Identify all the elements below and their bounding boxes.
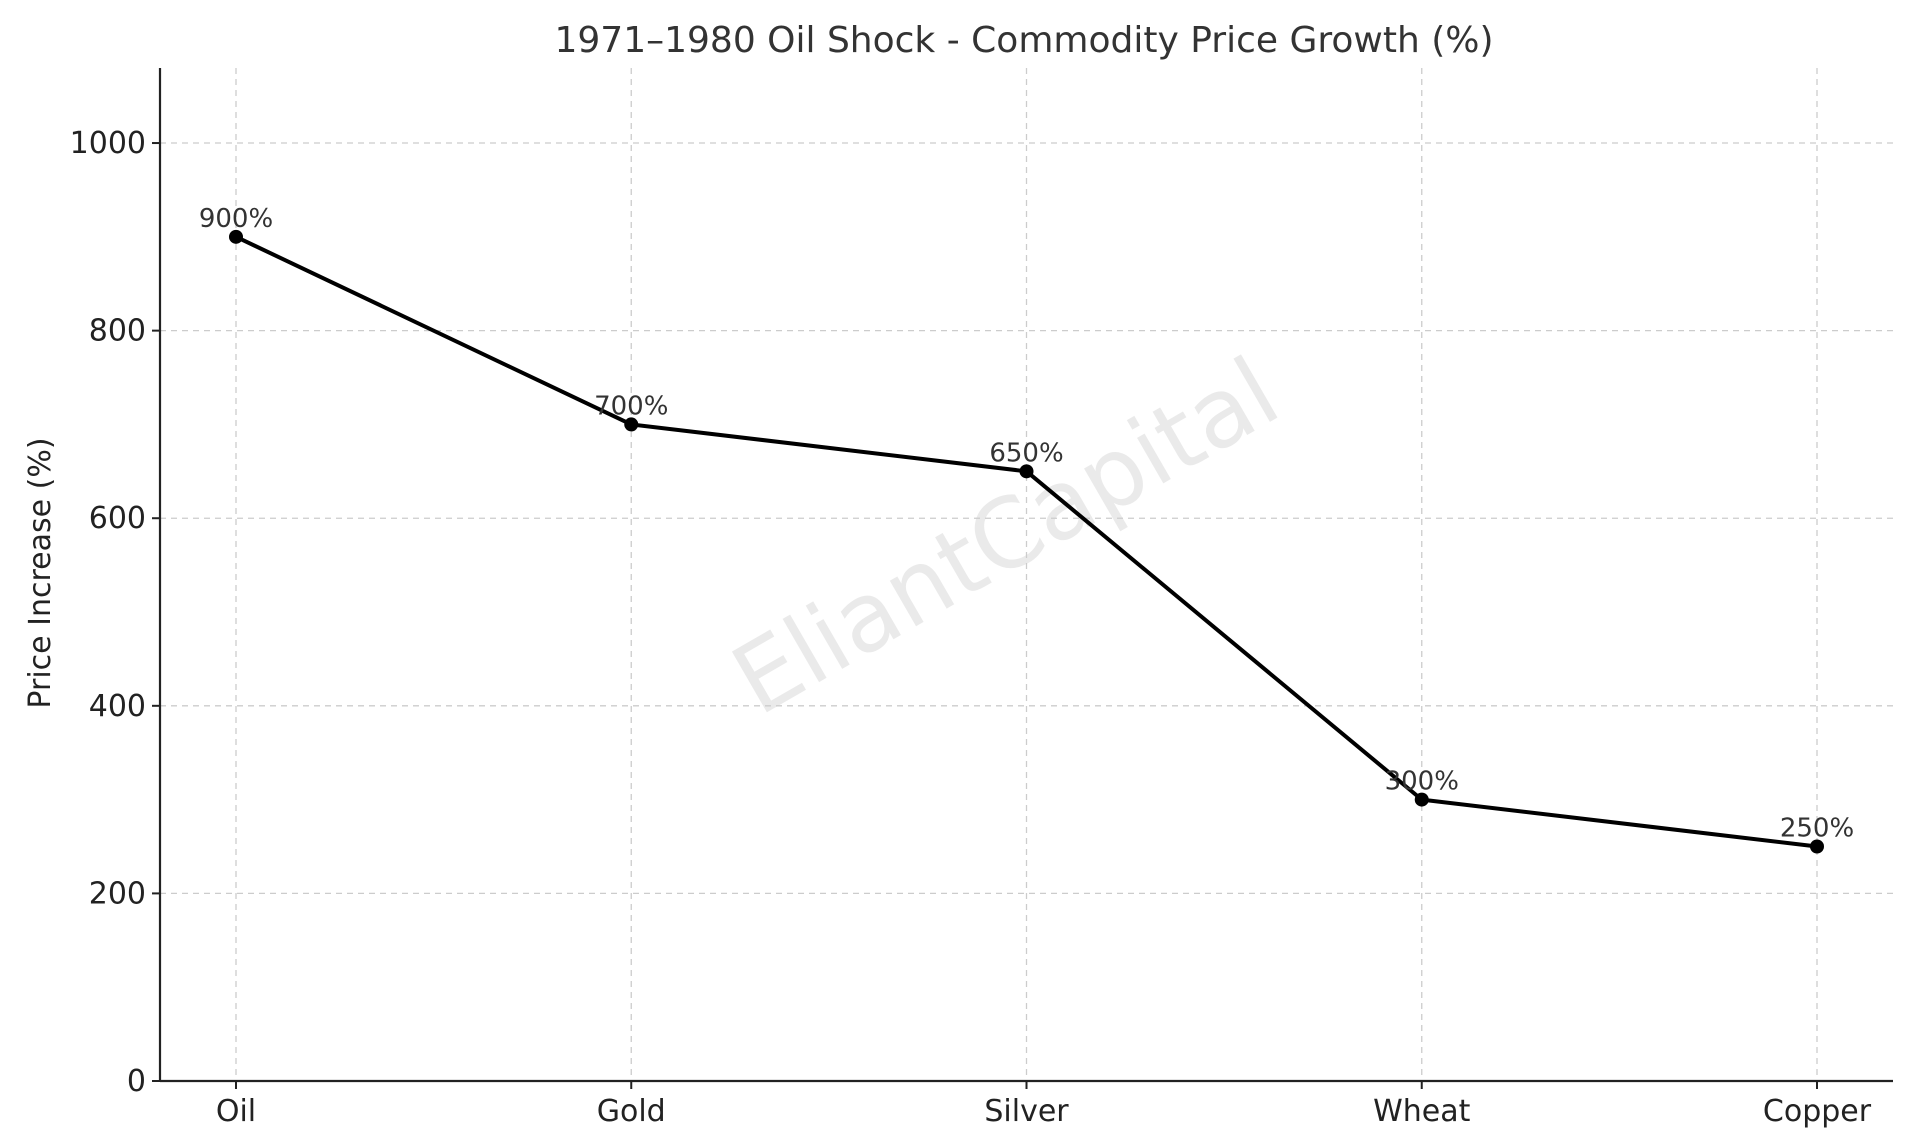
data-label: 700% (594, 391, 668, 421)
watermark: EliantCapital (714, 336, 1296, 737)
y-tick-label: 200 (89, 876, 146, 911)
data-label: 300% (1385, 767, 1459, 797)
data-point (624, 417, 639, 432)
tick-labels: 0 200 400 600 800 1000 Oil Gold Silver Wheat Coppe… (70, 126, 1872, 1129)
data-label: 900% (199, 204, 273, 234)
data-label: 250% (1780, 814, 1854, 844)
chart-title: 1971–1980 Oil Shock - Commodity Price Gr… (554, 20, 1493, 61)
x-tick-label: Copper (1763, 1094, 1872, 1129)
x-tick-label: Oil (216, 1094, 256, 1129)
y-tick-label: 600 (89, 501, 146, 536)
y-tick-label: 1000 (70, 126, 146, 161)
data-point (1019, 464, 1034, 479)
y-tick-label: 0 (127, 1064, 146, 1099)
y-tick-label: 800 (89, 314, 146, 349)
series (229, 229, 1824, 854)
data-point (1414, 792, 1429, 807)
data-point (229, 229, 243, 244)
y-tick-label: 400 (89, 689, 146, 724)
x-tick-label: Gold (597, 1094, 666, 1129)
y-axis-label: Price Increase (%) (23, 437, 58, 708)
data-labels: 900% 700% 650% 300% 250% (199, 204, 1854, 844)
x-tick-label: Wheat (1373, 1094, 1471, 1129)
data-label: 650% (989, 438, 1063, 468)
data-point (1810, 839, 1824, 854)
x-tick-label: Silver (984, 1094, 1069, 1129)
grid-lines (160, 68, 1893, 1081)
